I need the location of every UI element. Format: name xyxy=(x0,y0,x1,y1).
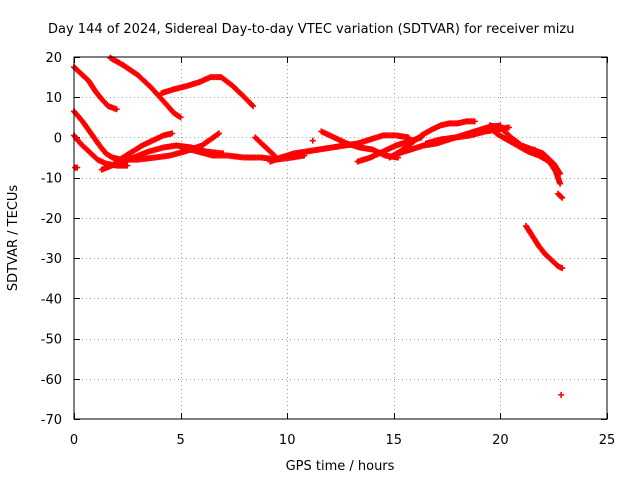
x-axis-label: GPS time / hours xyxy=(286,459,395,474)
data-point xyxy=(309,137,316,144)
plot-frame xyxy=(73,56,608,420)
x-tick-label: 25 xyxy=(599,433,616,448)
x-tick-label: 20 xyxy=(492,433,509,448)
data-point xyxy=(249,101,256,108)
data-point xyxy=(558,391,565,398)
chart-title: Day 144 of 2024, Sidereal Day-to-day VTE… xyxy=(48,22,574,37)
data-point xyxy=(169,130,176,137)
data-points xyxy=(71,54,566,398)
data-point xyxy=(215,130,222,137)
data-point xyxy=(557,180,564,187)
tick-labels: 0 5 10 15 20 25 20 10 0 -10 -20 -30 -40 -50 -60 -70 xyxy=(41,51,616,448)
data-point xyxy=(538,153,545,160)
y-axis-label: SDTVAR / TECUs xyxy=(6,185,21,292)
series-track-25 xyxy=(558,391,565,398)
y-tick-label: -20 xyxy=(41,212,62,227)
x-tick-label: 10 xyxy=(279,433,296,448)
series-track-8 xyxy=(113,130,176,165)
data-point xyxy=(270,151,277,158)
x-tick-label: 15 xyxy=(386,433,403,448)
grid xyxy=(74,57,607,419)
y-tick-label: 0 xyxy=(54,131,62,146)
series-track-22 xyxy=(531,146,547,161)
data-point xyxy=(471,118,478,125)
x-tick-label: 0 xyxy=(70,433,78,448)
data-point xyxy=(124,162,131,169)
series-track-12 xyxy=(267,146,323,165)
data-point xyxy=(74,164,81,171)
data-point xyxy=(559,265,566,272)
data-point xyxy=(559,194,566,201)
series-track-3 xyxy=(158,74,257,110)
series-track-21 xyxy=(493,130,564,187)
y-tick-label: -40 xyxy=(41,292,62,307)
series-track-15 xyxy=(316,132,412,153)
series-track-11 xyxy=(252,134,278,159)
y-tick-label: 10 xyxy=(45,91,62,106)
y-tick-label: -60 xyxy=(41,373,62,388)
y-tick-label: -50 xyxy=(41,333,62,348)
data-point xyxy=(250,103,257,110)
data-point xyxy=(113,106,120,113)
y-tick-label: -10 xyxy=(41,172,62,187)
series-track-6 xyxy=(72,164,81,171)
data-point xyxy=(540,154,547,161)
data-point xyxy=(505,124,512,131)
data-point xyxy=(558,193,565,200)
series-track-23 xyxy=(554,190,566,201)
y-tick-label: -30 xyxy=(41,252,62,267)
y-tick-label: -70 xyxy=(41,413,62,428)
series-track-1 xyxy=(71,64,120,113)
y-tick-label: 20 xyxy=(45,51,62,66)
series-track-2 xyxy=(107,54,184,121)
series-track-13 xyxy=(309,137,316,144)
x-tick-label: 5 xyxy=(176,433,184,448)
series-track-9 xyxy=(120,130,222,163)
series-track-24 xyxy=(522,222,566,272)
data-point xyxy=(177,114,184,121)
